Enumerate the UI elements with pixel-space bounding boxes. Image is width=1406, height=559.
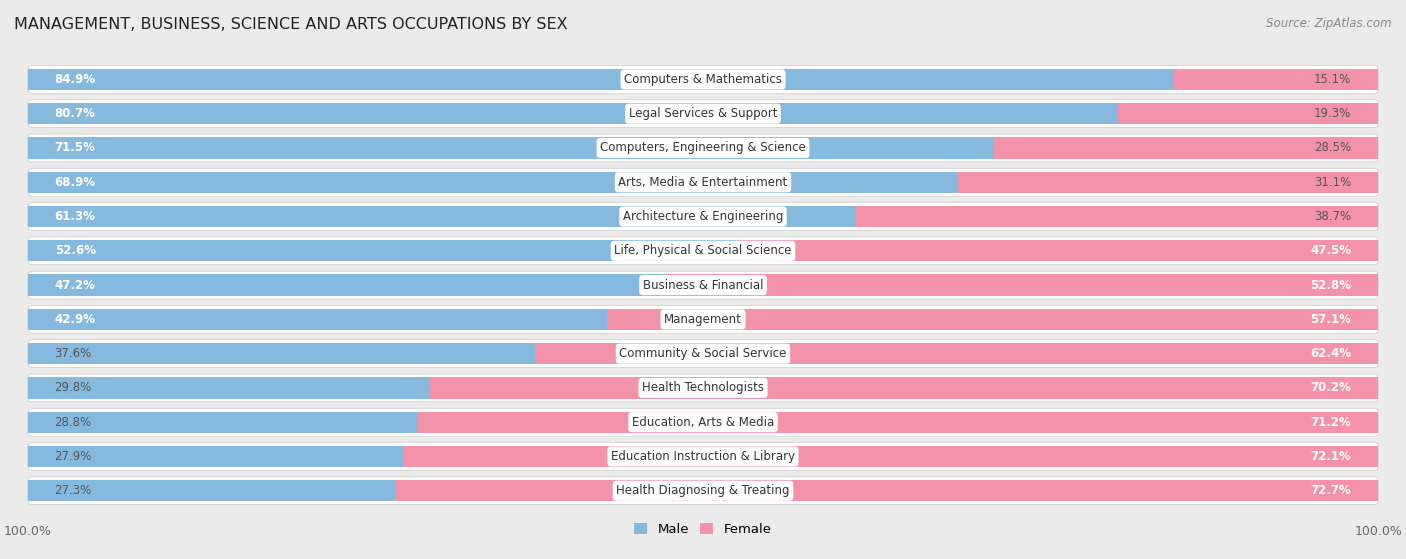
Text: 71.5%: 71.5% (55, 141, 96, 154)
Text: Legal Services & Support: Legal Services & Support (628, 107, 778, 120)
Text: 28.5%: 28.5% (1315, 141, 1351, 154)
Text: 52.6%: 52.6% (55, 244, 96, 257)
Text: 27.9%: 27.9% (55, 450, 91, 463)
Text: MANAGEMENT, BUSINESS, SCIENCE AND ARTS OCCUPATIONS BY SEX: MANAGEMENT, BUSINESS, SCIENCE AND ARTS O… (14, 17, 568, 32)
Bar (405, 446, 1378, 467)
Text: 15.1%: 15.1% (1315, 73, 1351, 86)
Text: 27.3%: 27.3% (55, 484, 91, 498)
Bar (28, 480, 396, 501)
Text: Architecture & Engineering: Architecture & Engineering (623, 210, 783, 223)
Text: Education, Arts & Media: Education, Arts & Media (631, 416, 775, 429)
Text: 47.2%: 47.2% (55, 278, 96, 292)
Bar (28, 206, 856, 227)
Text: 52.8%: 52.8% (1310, 278, 1351, 292)
Text: Health Technologists: Health Technologists (643, 381, 763, 395)
Text: 37.6%: 37.6% (55, 347, 91, 360)
Text: Management: Management (664, 313, 742, 326)
Bar (959, 172, 1378, 193)
FancyBboxPatch shape (28, 374, 1378, 402)
FancyBboxPatch shape (28, 100, 1378, 127)
FancyBboxPatch shape (28, 203, 1378, 230)
Bar (28, 172, 959, 193)
Text: Business & Financial: Business & Financial (643, 278, 763, 292)
Bar (994, 138, 1378, 159)
Text: 29.8%: 29.8% (55, 381, 91, 395)
FancyBboxPatch shape (28, 65, 1378, 93)
Bar (28, 103, 1118, 124)
Text: 28.8%: 28.8% (55, 416, 91, 429)
Text: Life, Physical & Social Science: Life, Physical & Social Science (614, 244, 792, 257)
Text: Computers & Mathematics: Computers & Mathematics (624, 73, 782, 86)
Text: 70.2%: 70.2% (1310, 381, 1351, 395)
Bar (28, 446, 405, 467)
FancyBboxPatch shape (28, 237, 1378, 265)
Bar (28, 274, 665, 296)
FancyBboxPatch shape (28, 168, 1378, 196)
FancyBboxPatch shape (28, 408, 1378, 436)
Text: Health Diagnosing & Treating: Health Diagnosing & Treating (616, 484, 790, 498)
Bar (416, 411, 1378, 433)
Text: Computers, Engineering & Science: Computers, Engineering & Science (600, 141, 806, 154)
Text: Education Instruction & Library: Education Instruction & Library (612, 450, 794, 463)
Text: 47.5%: 47.5% (1310, 244, 1351, 257)
Bar (28, 138, 994, 159)
Bar (430, 377, 1378, 399)
FancyBboxPatch shape (28, 134, 1378, 162)
Text: 62.4%: 62.4% (1310, 347, 1351, 360)
Text: 71.2%: 71.2% (1310, 416, 1351, 429)
Text: 84.9%: 84.9% (55, 73, 96, 86)
Text: 31.1%: 31.1% (1315, 176, 1351, 189)
Text: 19.3%: 19.3% (1315, 107, 1351, 120)
Bar (856, 206, 1378, 227)
Bar (28, 309, 607, 330)
Bar (28, 240, 738, 262)
Text: 57.1%: 57.1% (1310, 313, 1351, 326)
FancyBboxPatch shape (28, 477, 1378, 505)
Bar (1174, 69, 1378, 90)
Text: Source: ZipAtlas.com: Source: ZipAtlas.com (1267, 17, 1392, 30)
Bar (28, 343, 536, 364)
Text: Community & Social Service: Community & Social Service (619, 347, 787, 360)
Bar (665, 274, 1378, 296)
Text: 72.1%: 72.1% (1310, 450, 1351, 463)
Text: 68.9%: 68.9% (55, 176, 96, 189)
FancyBboxPatch shape (28, 340, 1378, 367)
Text: 38.7%: 38.7% (1315, 210, 1351, 223)
Bar (396, 480, 1378, 501)
FancyBboxPatch shape (28, 443, 1378, 470)
Bar (28, 69, 1174, 90)
Text: 80.7%: 80.7% (55, 107, 96, 120)
Text: 72.7%: 72.7% (1310, 484, 1351, 498)
Bar (1118, 103, 1378, 124)
Legend: Male, Female: Male, Female (628, 518, 778, 542)
Bar (28, 411, 416, 433)
FancyBboxPatch shape (28, 305, 1378, 333)
Bar (737, 240, 1378, 262)
Bar (607, 309, 1378, 330)
Bar (536, 343, 1378, 364)
Text: 61.3%: 61.3% (55, 210, 96, 223)
Text: Arts, Media & Entertainment: Arts, Media & Entertainment (619, 176, 787, 189)
Text: 42.9%: 42.9% (55, 313, 96, 326)
FancyBboxPatch shape (28, 271, 1378, 299)
Bar (28, 377, 430, 399)
